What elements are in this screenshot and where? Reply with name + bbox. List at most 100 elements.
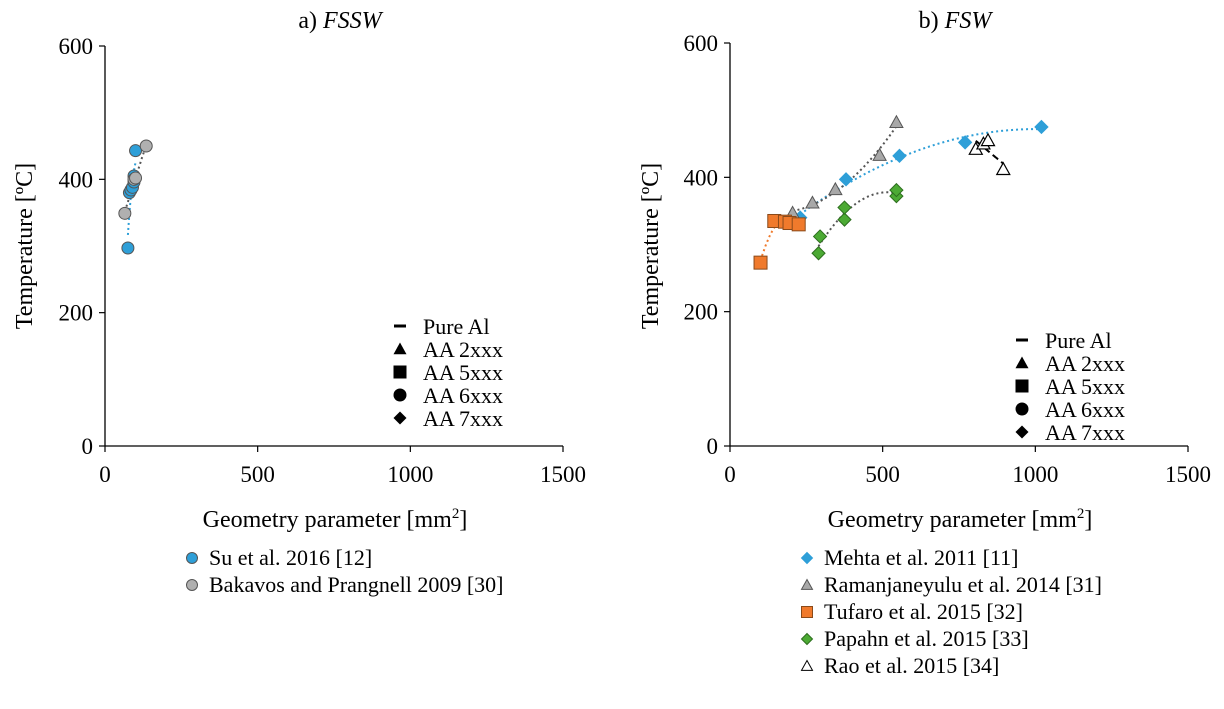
legend-marker-shape (186, 551, 198, 564)
data-point (995, 161, 1011, 176)
alloy-legend-label: AA 7xxx (1045, 420, 1125, 445)
legend-marker-shape (186, 578, 198, 591)
alloy-legend-label: AA 6xxx (1045, 397, 1125, 422)
x-axis-label: Geometry parameter [mm2] (828, 506, 1093, 533)
data-point (129, 144, 143, 158)
alloy-legend-label: AA 5xxx (423, 360, 503, 385)
data-point (129, 171, 143, 185)
data-point (892, 148, 907, 164)
y-tick-label: 600 (684, 31, 719, 56)
data-point (121, 241, 135, 255)
data-point (980, 132, 996, 147)
series-legend-label: Bakavos and Prangnell 2009 [30] (209, 572, 504, 597)
panel-title: b) FSW (919, 8, 994, 34)
series-legend-item: Tufaro et al. 2015 [32] (800, 598, 1102, 625)
x-tick-label: 1500 (1165, 462, 1211, 487)
x-tick-label: 500 (240, 462, 275, 487)
data-point (872, 147, 887, 161)
alloy-legend-marker (1016, 338, 1028, 342)
x-tick-label: 1500 (540, 462, 586, 487)
series-legend-label: Tufaro et al. 2015 [32] (824, 599, 1023, 624)
series-legend-item: Su et al. 2016 [12] (185, 544, 504, 571)
y-tick-label: 200 (684, 300, 719, 325)
alloy-legend-label: AA 5xxx (1045, 374, 1125, 399)
series-legend-item: Mehta et al. 2011 [11] (800, 544, 1102, 571)
y-tick-label: 400 (59, 167, 94, 192)
legend-marker-shape (800, 632, 814, 645)
y-tick-label: 0 (707, 434, 719, 459)
series-legend-item: Ramanjaneyulu et al. 2014 [31] (800, 571, 1102, 598)
x-tick-label: 1000 (387, 462, 433, 487)
data-point (838, 172, 854, 187)
trendline (817, 191, 897, 247)
y-tick-label: 200 (59, 301, 94, 326)
data-point (805, 195, 820, 209)
panel-title: a) FSSW (298, 8, 383, 34)
x-tick-label: 1000 (1012, 462, 1058, 487)
series-legend-fsw: Mehta et al. 2011 [11] Ramanjaneyulu et a… (800, 544, 1102, 679)
series-legend-marker (800, 658, 814, 671)
data-point (753, 255, 768, 270)
alloy-legend-label: Pure Al (1045, 328, 1112, 353)
y-axis-label: Temperature [ºC] (12, 163, 38, 329)
series-legend-item: Rao et al. 2015 [34] (800, 652, 1102, 679)
data-point (791, 217, 806, 232)
x-tick-label: 500 (865, 462, 900, 487)
data-point (118, 206, 132, 220)
data-point (889, 182, 904, 198)
trendline (799, 128, 1042, 216)
series-legend-marker (800, 632, 814, 645)
alloy-legend-marker (1015, 425, 1029, 439)
series-legend-marker (800, 551, 814, 564)
x-tick-label: 0 (99, 462, 111, 487)
series-legend-label: Su et al. 2016 [12] (209, 545, 373, 570)
panel-fsw: b) FSW Temperature [ºC] Geometry paramet… (638, 8, 1211, 533)
alloy-legend-label: AA 2xxx (423, 337, 503, 362)
series-legend-marker (186, 551, 198, 564)
alloy-legend-marker (393, 365, 407, 379)
alloy-legend-marker (1015, 402, 1029, 416)
x-axis-label: Geometry parameter [mm2] (203, 506, 468, 533)
legend-marker-shape (800, 577, 814, 590)
legend-marker-shape (800, 551, 814, 564)
series-legend-label: Ramanjaneyulu et al. 2014 [31] (824, 572, 1102, 597)
y-tick-label: 600 (59, 34, 94, 59)
trendline (126, 162, 137, 235)
series-legend-label: Papahn et al. 2015 [33] (824, 626, 1029, 651)
series-legend-fssw: Su et al. 2016 [12] Bakavos and Prangnell… (185, 544, 504, 598)
data-point (812, 229, 828, 244)
alloy-legend-marker (1015, 356, 1029, 369)
y-tick-label: 400 (684, 165, 719, 190)
y-tick-label: 0 (82, 434, 94, 459)
data-point (811, 246, 826, 261)
alloy-legend-label: Pure Al (423, 314, 490, 339)
alloy-legend-marker (393, 411, 407, 425)
series-legend-item: Bakavos and Prangnell 2009 [30] (185, 571, 504, 598)
legend-marker-shape (801, 605, 813, 618)
trendline (792, 125, 898, 212)
alloy-legend-label: AA 7xxx (423, 406, 503, 431)
series-legend-label: Rao et al. 2015 [34] (824, 653, 1000, 678)
data-point (827, 181, 843, 196)
data-point (139, 139, 153, 153)
alloy-legend-label: AA 6xxx (423, 383, 503, 408)
data-point (957, 135, 973, 150)
panel-fssw: a) FSSW Temperature [ºC] Geometry parame… (12, 8, 586, 533)
series-legend-item: Papahn et al. 2015 [33] (800, 625, 1102, 652)
series-legend-marker (800, 577, 814, 590)
series-legend-label: Mehta et al. 2011 [11] (824, 545, 1019, 570)
data-point (837, 212, 852, 227)
data-point (837, 200, 852, 215)
data-point (1034, 119, 1049, 135)
series-legend-marker (186, 578, 198, 591)
y-axis-label: Temperature [ºC] (638, 163, 664, 329)
data-point (889, 114, 904, 128)
series-legend-marker (801, 605, 813, 618)
legend-marker-shape (800, 658, 814, 671)
alloy-legend-marker (394, 324, 406, 328)
x-tick-label: 0 (724, 462, 736, 487)
alloy-legend-label: AA 2xxx (1045, 351, 1125, 376)
